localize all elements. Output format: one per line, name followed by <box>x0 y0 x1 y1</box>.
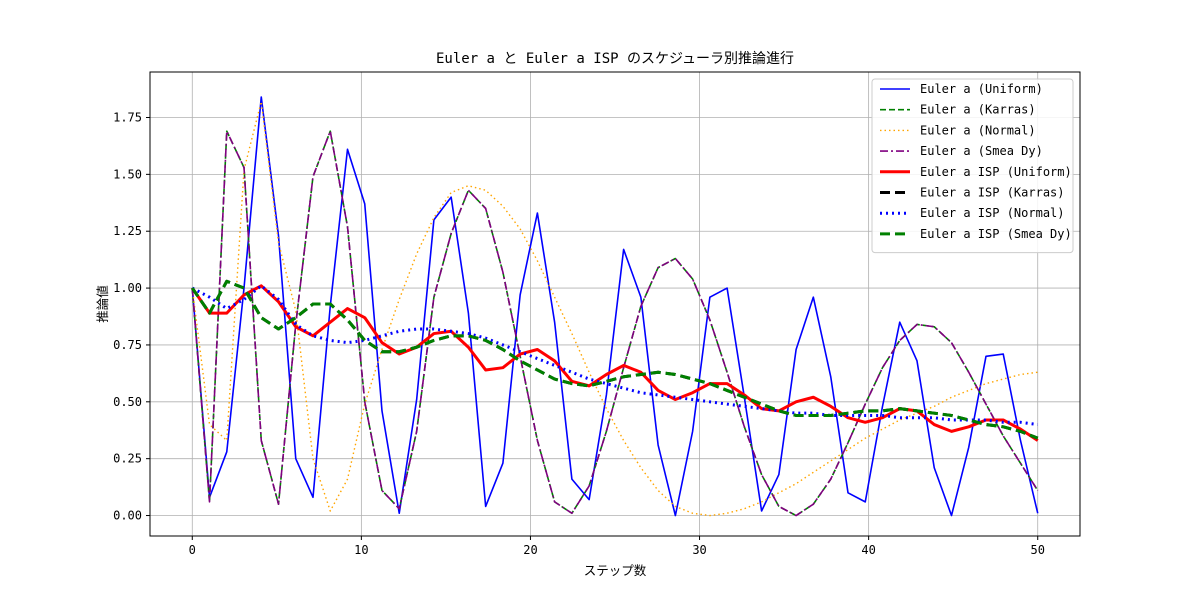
x-axis-label: ステップ数 <box>584 563 647 578</box>
x-tick-label: 10 <box>354 543 368 557</box>
y-tick-label: 1.25 <box>113 224 142 238</box>
series-line-euler-a-isp-uniform <box>191 284 1039 442</box>
y-tick-label: 0.00 <box>113 509 142 523</box>
legend-label: Euler a ISP (Uniform) <box>920 165 1072 179</box>
series-line-euler-a-isp-smea-dy <box>191 279 1039 440</box>
legend-label: Euler a ISP (Smea Dy) <box>920 227 1072 241</box>
series-layer <box>191 96 1039 517</box>
x-tick-label: 50 <box>1031 543 1045 557</box>
legend-label: Euler a (Uniform) <box>920 82 1043 96</box>
y-tick-label: 0.75 <box>113 338 142 352</box>
y-tick-label: 1.00 <box>113 281 142 295</box>
legend-box <box>871 78 1074 254</box>
x-tick-label: 40 <box>861 543 875 557</box>
legend: Euler a (Uniform) Euler a (Karras) Euler a… <box>871 78 1074 254</box>
series-line-euler-a-normal <box>191 100 1038 517</box>
series-line-euler-a-isp-normal <box>191 284 1038 427</box>
legend-label: Euler a ISP (Normal) <box>920 206 1065 220</box>
legend-label: Euler a (Smea Dy) <box>920 144 1043 158</box>
series-line-euler-a-smea-dy <box>191 130 1039 517</box>
x-axis-ticks: 0 10 20 30 40 50 <box>189 536 1045 557</box>
x-tick-label: 20 <box>523 543 537 557</box>
plot-frame <box>149 71 1081 537</box>
legend-label: Euler a (Karras) <box>920 103 1036 117</box>
y-tick-label: 1.50 <box>113 167 142 181</box>
y-tick-label: 0.25 <box>113 452 142 466</box>
x-tick-label: 30 <box>692 543 706 557</box>
legend-label: Euler a ISP (Karras) <box>920 186 1065 200</box>
series-line-euler-a-karras <box>191 130 1039 517</box>
y-axis-label: 推論値 <box>95 285 110 323</box>
x-tick-label: 0 <box>189 543 196 557</box>
grid-lines <box>150 72 1080 536</box>
y-axis-ticks: 0.00 0.25 0.50 0.75 1.00 1.25 1.50 1.75 <box>113 110 150 523</box>
series-line-euler-a-uniform <box>191 96 1039 517</box>
y-tick-label: 1.75 <box>113 110 142 124</box>
y-tick-label: 0.50 <box>113 395 142 409</box>
legend-label: Euler a (Normal) <box>920 123 1036 137</box>
chart-title: Euler a と Euler a ISP のスケジューラ別推論進行 <box>436 51 794 67</box>
